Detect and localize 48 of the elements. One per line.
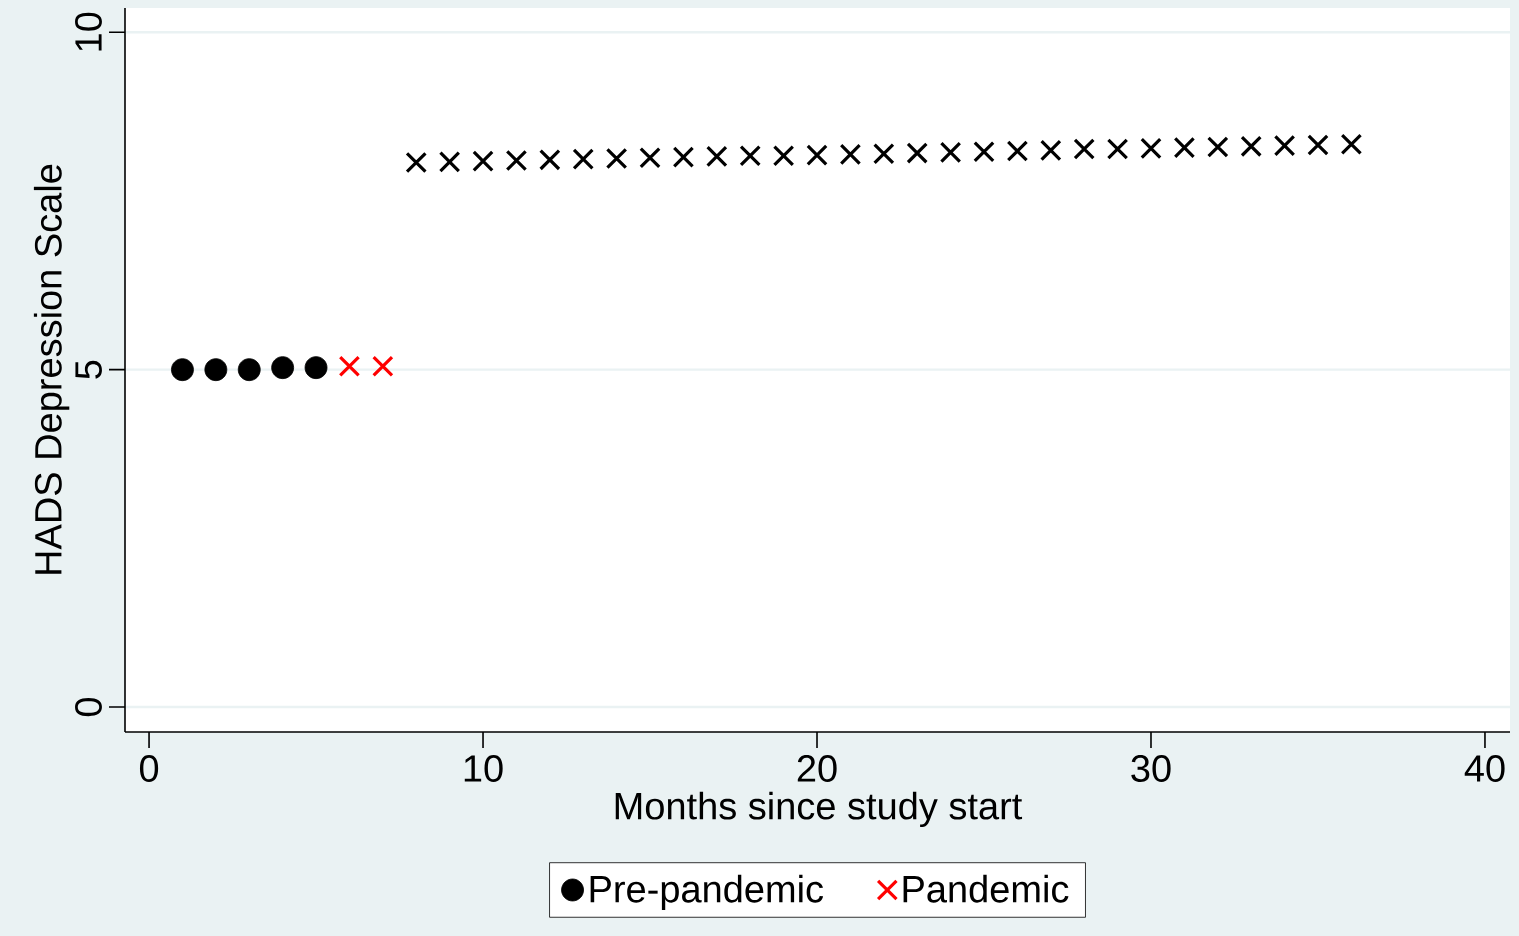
- x-tick-label: 40: [1464, 755, 1505, 782]
- x-tick-label: 10: [464, 755, 503, 782]
- point: [237, 358, 261, 382]
- y-tick-label: 10: [75, 12, 102, 51]
- point: [405, 151, 428, 174]
- point: [438, 151, 461, 173]
- point: [472, 150, 494, 172]
- point: [572, 148, 595, 170]
- point: [873, 142, 895, 165]
- y-tick-label: 5: [75, 360, 102, 379]
- point: [539, 149, 561, 171]
- point: [1140, 137, 1162, 160]
- point: [1206, 136, 1229, 158]
- point: [706, 145, 728, 168]
- point: [906, 142, 928, 164]
- point: [605, 147, 628, 170]
- y-axis-title: HADS Depression Scale: [33, 164, 70, 574]
- x-tick-label: 20: [797, 755, 837, 782]
- point: [1340, 133, 1363, 156]
- point: [204, 358, 228, 382]
- point: [973, 140, 995, 163]
- legend-label: Pandemic: [903, 874, 1069, 903]
- point: [1040, 139, 1062, 162]
- point: [806, 144, 828, 166]
- y-tick-label: 0: [75, 697, 102, 717]
- point: [505, 149, 528, 172]
- point: [739, 144, 761, 167]
- x-tick-label: 0: [139, 755, 159, 782]
- point: [772, 144, 795, 167]
- point: [1173, 136, 1196, 159]
- point: [1273, 134, 1296, 157]
- x-axis-title: Months since study start: [615, 791, 1023, 828]
- point: [939, 141, 962, 164]
- point: [1307, 134, 1329, 156]
- point: [304, 356, 328, 380]
- point: [338, 355, 361, 378]
- legend-label: Pre-pandemic: [590, 874, 824, 911]
- x-tick-label: 30: [1131, 755, 1171, 782]
- point: [1240, 135, 1262, 158]
- point: [839, 143, 862, 166]
- point: [639, 146, 661, 169]
- point: [171, 358, 194, 382]
- point: [1106, 138, 1129, 160]
- point: [1073, 138, 1095, 160]
- point: [271, 356, 295, 380]
- point: [372, 355, 394, 378]
- point: [1006, 140, 1029, 162]
- point: [672, 146, 695, 168]
